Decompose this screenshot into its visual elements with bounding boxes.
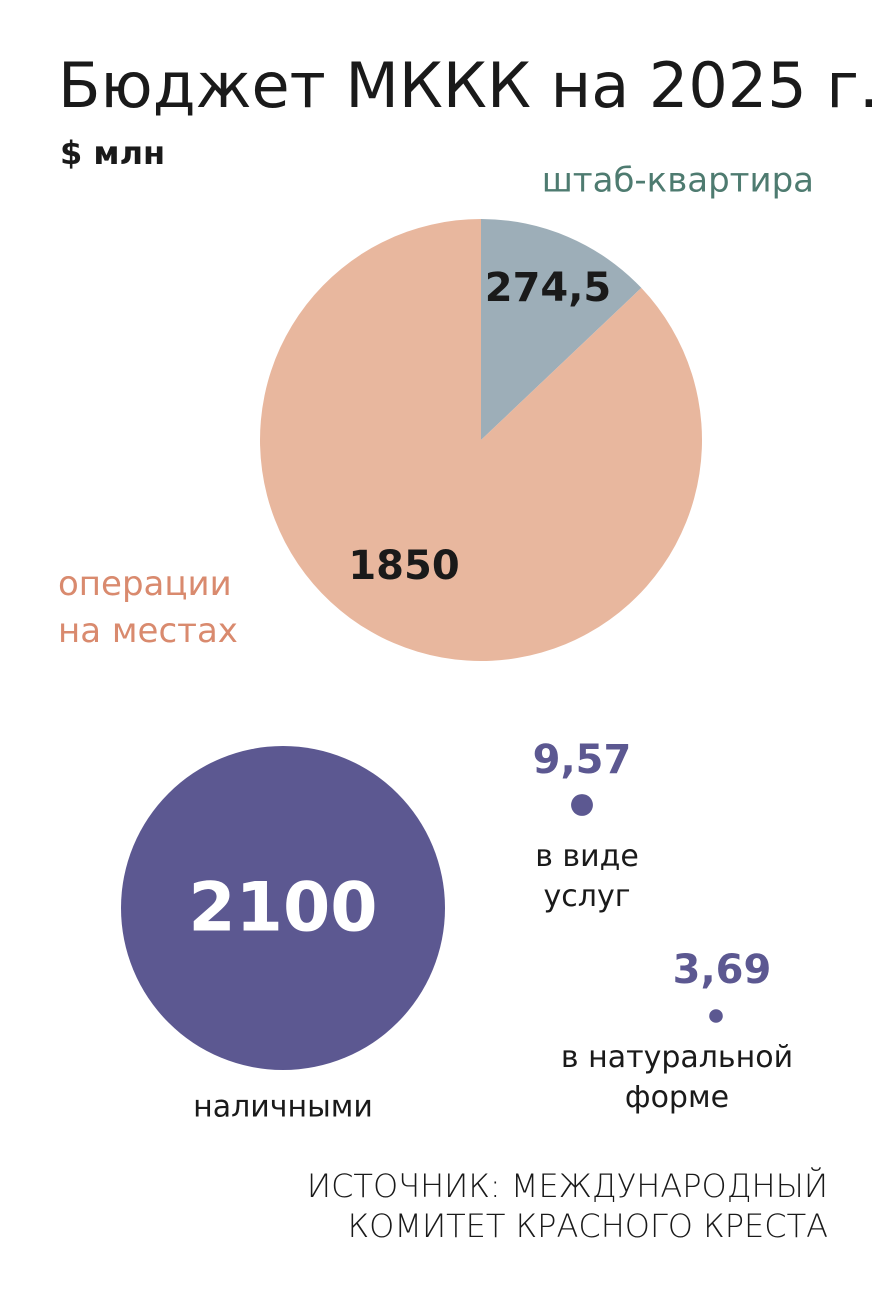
pie-slice <box>259 219 702 661</box>
category-label: штаб-квартира <box>542 161 814 201</box>
category-label: в натуральной форме <box>561 1040 793 1115</box>
bubble <box>121 746 445 1070</box>
value-label: 274,5 <box>485 265 612 311</box>
value-label: 3,69 <box>673 947 772 993</box>
value-label: 2100 <box>188 869 377 948</box>
bubble <box>571 794 593 816</box>
pie-slice <box>481 219 642 440</box>
category-label: наличными <box>193 1090 373 1125</box>
category-label: операции на местах <box>58 564 238 651</box>
category-label: в виде услуг <box>535 839 639 914</box>
bubble <box>709 1009 723 1023</box>
source: ИСТОЧНИК: МЕЖДУНАРОДНЫЙ КОМИТЕТ КРАСНОГО … <box>307 1167 828 1245</box>
value-label: 9,57 <box>533 737 632 783</box>
subtitle: $ млн <box>60 134 165 172</box>
value-label: 1850 <box>348 543 459 589</box>
chart-title: Бюджет МККК на 2025 г. <box>58 49 876 122</box>
